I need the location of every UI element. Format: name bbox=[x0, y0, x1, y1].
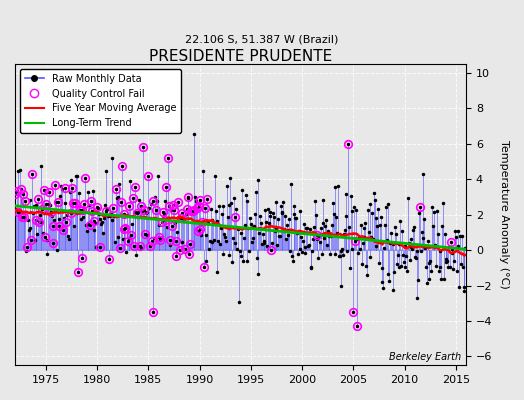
Text: Berkeley Earth: Berkeley Earth bbox=[389, 352, 462, 362]
Y-axis label: Temperature Anomaly (°C): Temperature Anomaly (°C) bbox=[499, 140, 509, 289]
Text: 22.106 S, 51.387 W (Brazil): 22.106 S, 51.387 W (Brazil) bbox=[185, 34, 339, 44]
Title: PRESIDENTE PRUDENTE: PRESIDENTE PRUDENTE bbox=[149, 49, 332, 64]
Legend: Raw Monthly Data, Quality Control Fail, Five Year Moving Average, Long-Term Tren: Raw Monthly Data, Quality Control Fail, … bbox=[20, 69, 181, 133]
